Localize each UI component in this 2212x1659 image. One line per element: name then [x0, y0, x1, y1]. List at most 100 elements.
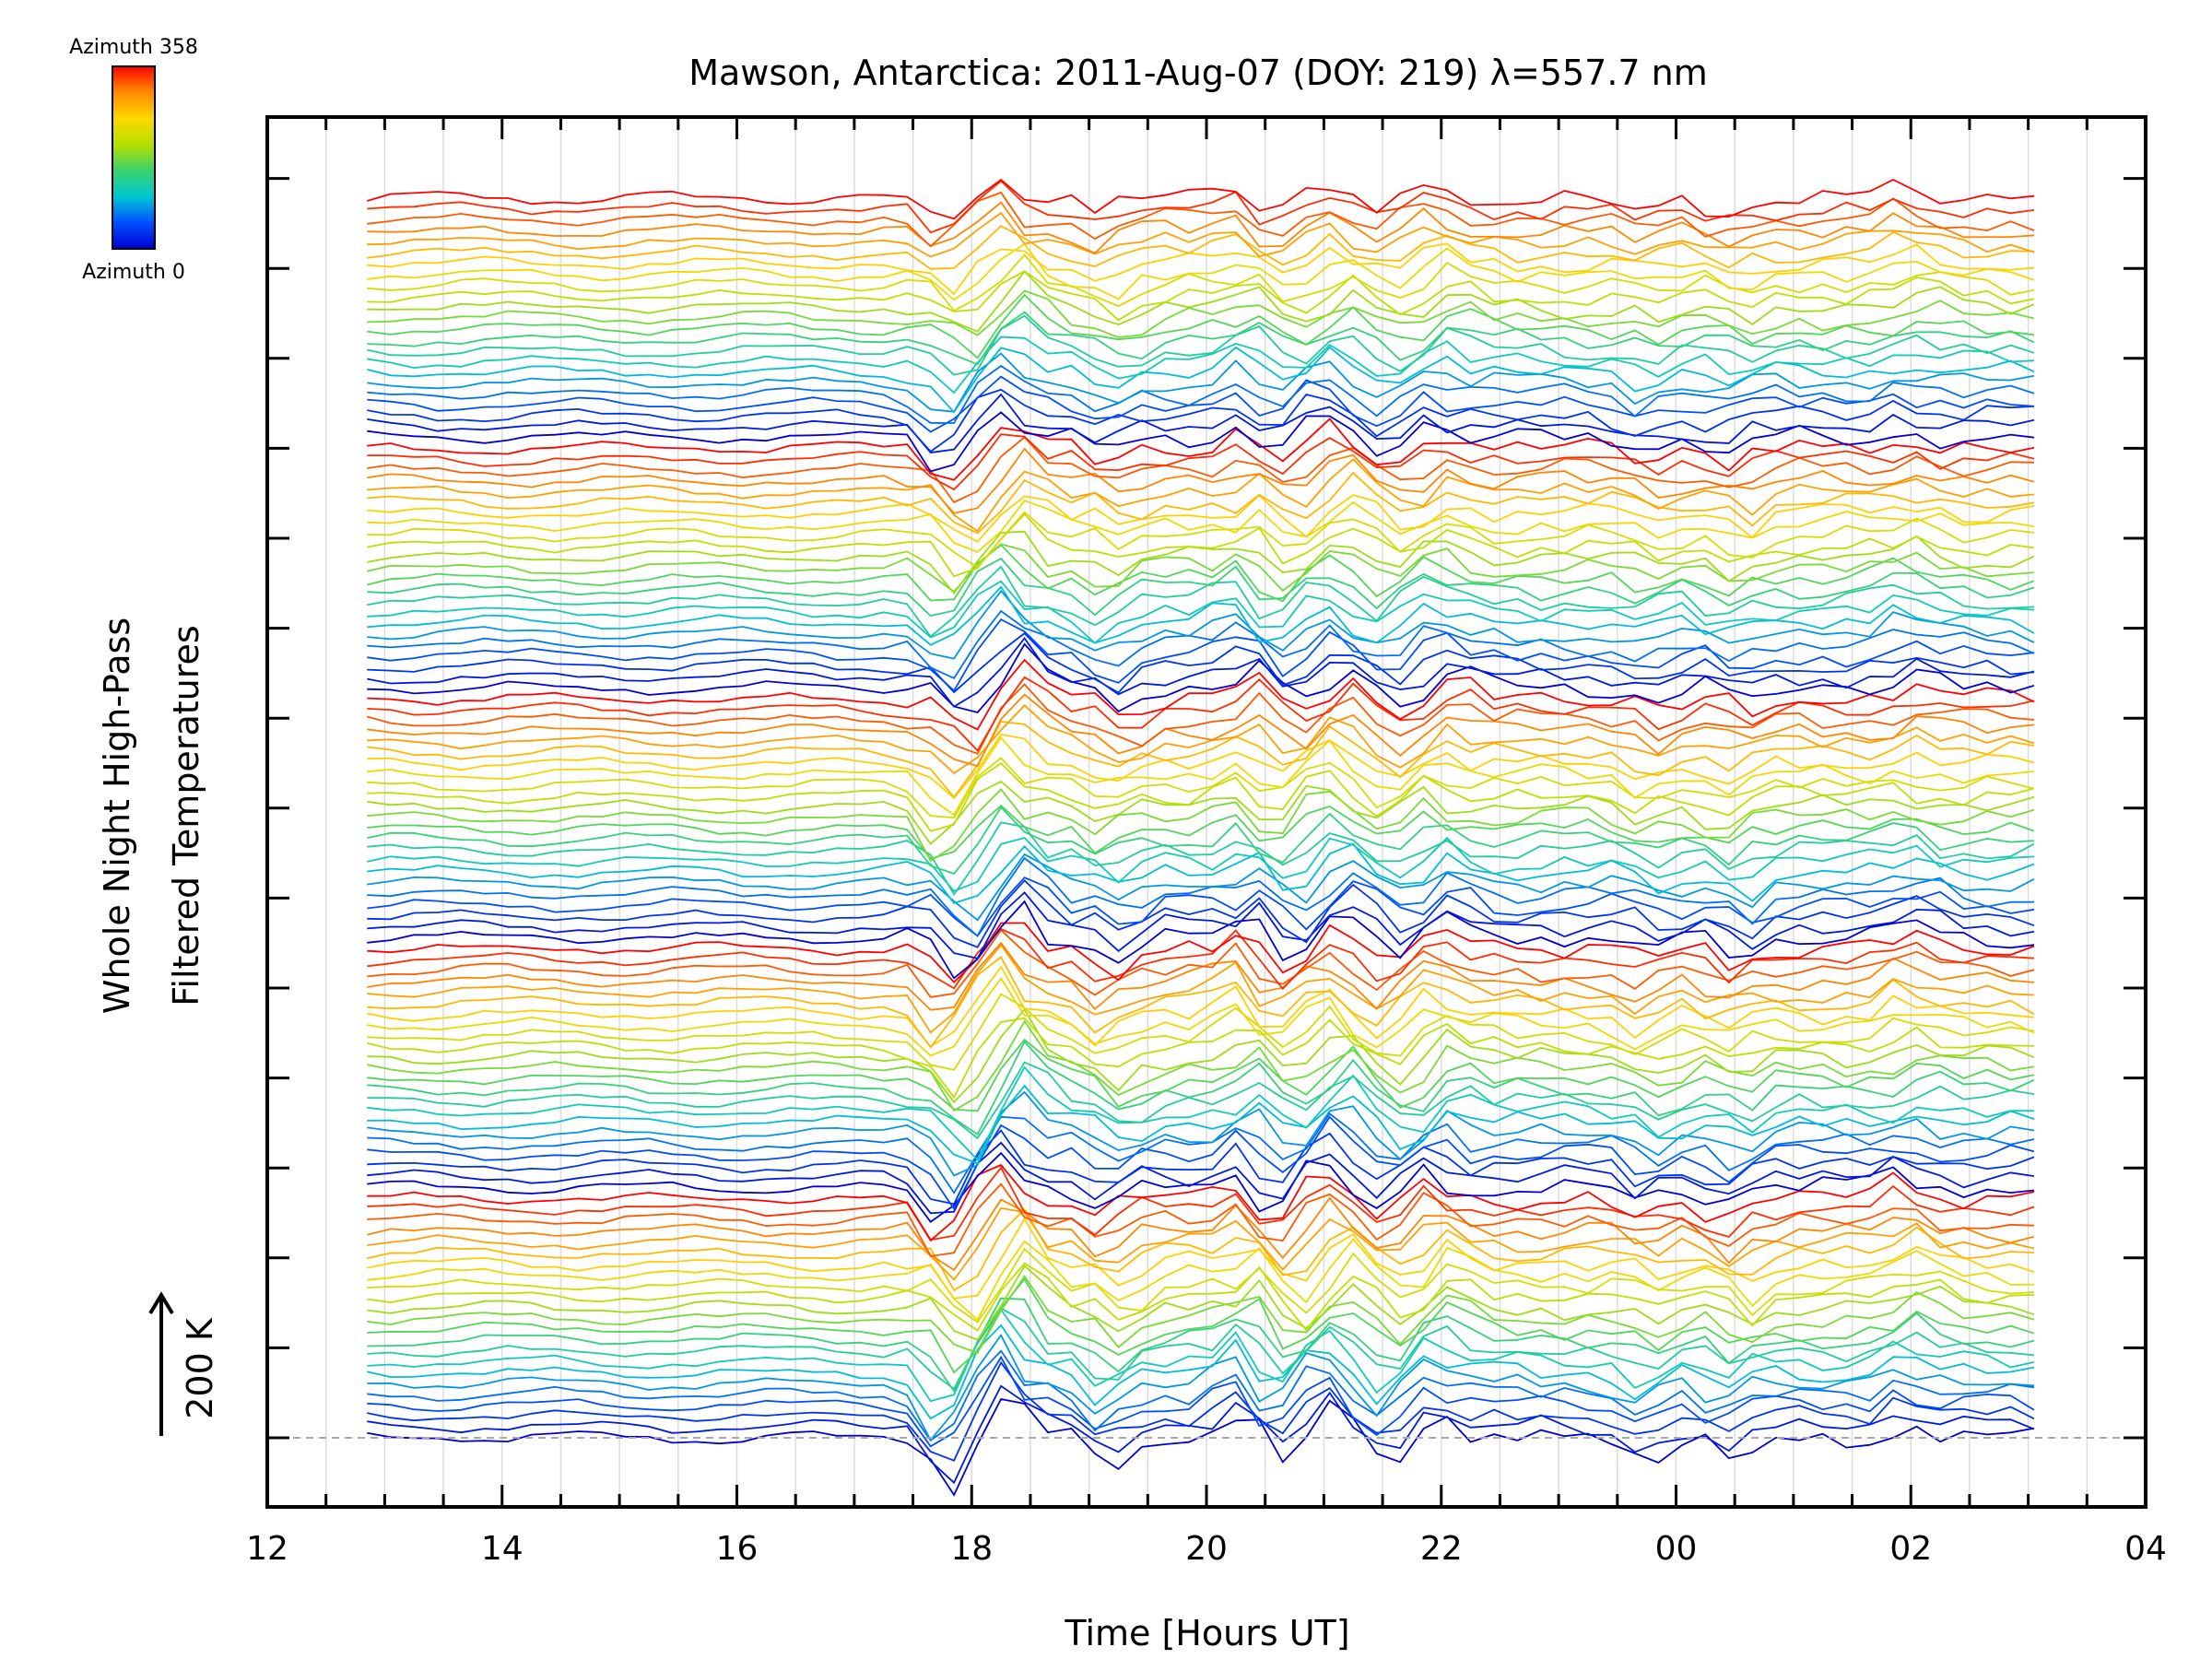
- trace-line: [367, 364, 2035, 424]
- trace-line: [367, 388, 2035, 453]
- trace-line: [367, 1061, 2035, 1140]
- x-tick-label: 22: [1420, 1530, 1463, 1568]
- trace-line: [367, 956, 2035, 1049]
- trace-line: [367, 565, 2035, 639]
- trace-line: [367, 1129, 2035, 1206]
- trace-line: [367, 1115, 2035, 1211]
- trace-line: [367, 900, 2035, 980]
- trace-line: [367, 293, 2035, 359]
- trace-line: [367, 891, 2035, 959]
- trace-line: [367, 270, 2035, 333]
- trace-line: [367, 346, 2035, 414]
- trace-line: [367, 1324, 2035, 1420]
- trace-line: [367, 1182, 2035, 1257]
- x-tick-label: 04: [2124, 1530, 2167, 1568]
- trace-line: [367, 242, 2035, 296]
- trace-line: [367, 693, 2035, 768]
- trace-line: [367, 780, 2035, 846]
- trace-line: [367, 1038, 2035, 1112]
- trace-line: [367, 804, 2035, 860]
- trace-line: [367, 557, 2035, 618]
- trace-line: [367, 1207, 2035, 1292]
- trace-line: [367, 1019, 2035, 1112]
- trace-line: [367, 618, 2035, 692]
- x-tick-label: 20: [1185, 1530, 1228, 1568]
- trace-line: [367, 928, 2035, 998]
- trace-line: [367, 836, 2035, 892]
- trace-line: [367, 735, 2035, 817]
- trace-line: [367, 253, 2035, 312]
- trace-line: [367, 1090, 2035, 1177]
- trace-line: [367, 1206, 2035, 1281]
- trace-line: [367, 853, 2035, 922]
- trace-line: [367, 1360, 2035, 1462]
- colorbar-bottom-label: Azimuth 0: [82, 261, 185, 284]
- trace-line: [367, 1151, 2035, 1223]
- trace-line: [367, 494, 2035, 543]
- trace-line: [367, 289, 2035, 338]
- trace-line: [367, 1217, 2035, 1300]
- trace-line: [367, 1277, 2035, 1374]
- trace-line: [367, 927, 2035, 991]
- trace-line: [367, 1166, 2035, 1241]
- x-tick-label: 02: [1889, 1530, 1932, 1568]
- trace-line: [367, 1084, 2035, 1165]
- trace-line: [367, 1247, 2035, 1324]
- trace-line: [367, 311, 2035, 366]
- trace-line: [367, 977, 2035, 1057]
- trace-line: [367, 352, 2035, 413]
- trace-line: [367, 1238, 2035, 1322]
- trace-line: [367, 1264, 2035, 1341]
- trace-line: [367, 941, 2035, 1011]
- colorbar-bar: [112, 65, 156, 250]
- trace-line: [367, 1397, 2035, 1497]
- trace-line: [367, 1384, 2035, 1485]
- trace-line: [367, 1262, 2035, 1332]
- traces-group: [367, 178, 2035, 1497]
- trace-line: [367, 877, 2035, 937]
- trace-line: [367, 788, 2035, 863]
- trace-line: [367, 733, 2035, 800]
- trace-line: [367, 500, 2035, 553]
- trace-line: [367, 543, 2035, 594]
- x-tick-labels: 12 14 16 18 20 22 00 02 04: [246, 1530, 2167, 1568]
- trace-line: [367, 1065, 2035, 1161]
- trace-line: [367, 683, 2035, 755]
- trace-line: [367, 178, 2035, 220]
- trace-line: [367, 1308, 2035, 1403]
- trace-line: [367, 642, 2035, 714]
- trace-line: [367, 580, 2035, 644]
- trace-line: [367, 879, 2035, 948]
- colorbar-top-label: Azimuth 358: [69, 36, 198, 59]
- x-tick-label: 18: [950, 1530, 993, 1568]
- trace-line: [367, 411, 2035, 473]
- trace-line: [367, 1297, 2035, 1394]
- trace-line: [367, 721, 2035, 799]
- scale-arrow-head: [148, 1291, 174, 1315]
- trace-line: [367, 1163, 2035, 1242]
- trace-line: [367, 433, 2035, 491]
- trace-line: [367, 242, 2035, 301]
- trace-line: [367, 1040, 2035, 1136]
- trace-line: [367, 757, 2035, 819]
- scale-indicator: 200 K: [148, 1291, 220, 1436]
- trace-line: [367, 631, 2035, 694]
- trace-line: [367, 314, 2035, 376]
- trace-line: [367, 1349, 2035, 1442]
- trace-line: [367, 1112, 2035, 1194]
- trace-line: [367, 1333, 2035, 1442]
- colorbar: Azimuth 358 Azimuth 0: [69, 36, 198, 284]
- trace-line: [367, 856, 2035, 937]
- trace-line: [367, 191, 2035, 248]
- trace-line: [367, 225, 2035, 270]
- trace-line: [367, 1141, 2035, 1215]
- scale-label: 200 K: [180, 1317, 220, 1419]
- x-tick-label: 16: [716, 1530, 759, 1568]
- trace-line: [367, 1196, 2035, 1272]
- trace-line: [367, 375, 2035, 433]
- trace-line: [367, 993, 2035, 1071]
- trace-line: [367, 658, 2035, 731]
- trace-line: [367, 704, 2035, 775]
- trace-line: [367, 1007, 2035, 1104]
